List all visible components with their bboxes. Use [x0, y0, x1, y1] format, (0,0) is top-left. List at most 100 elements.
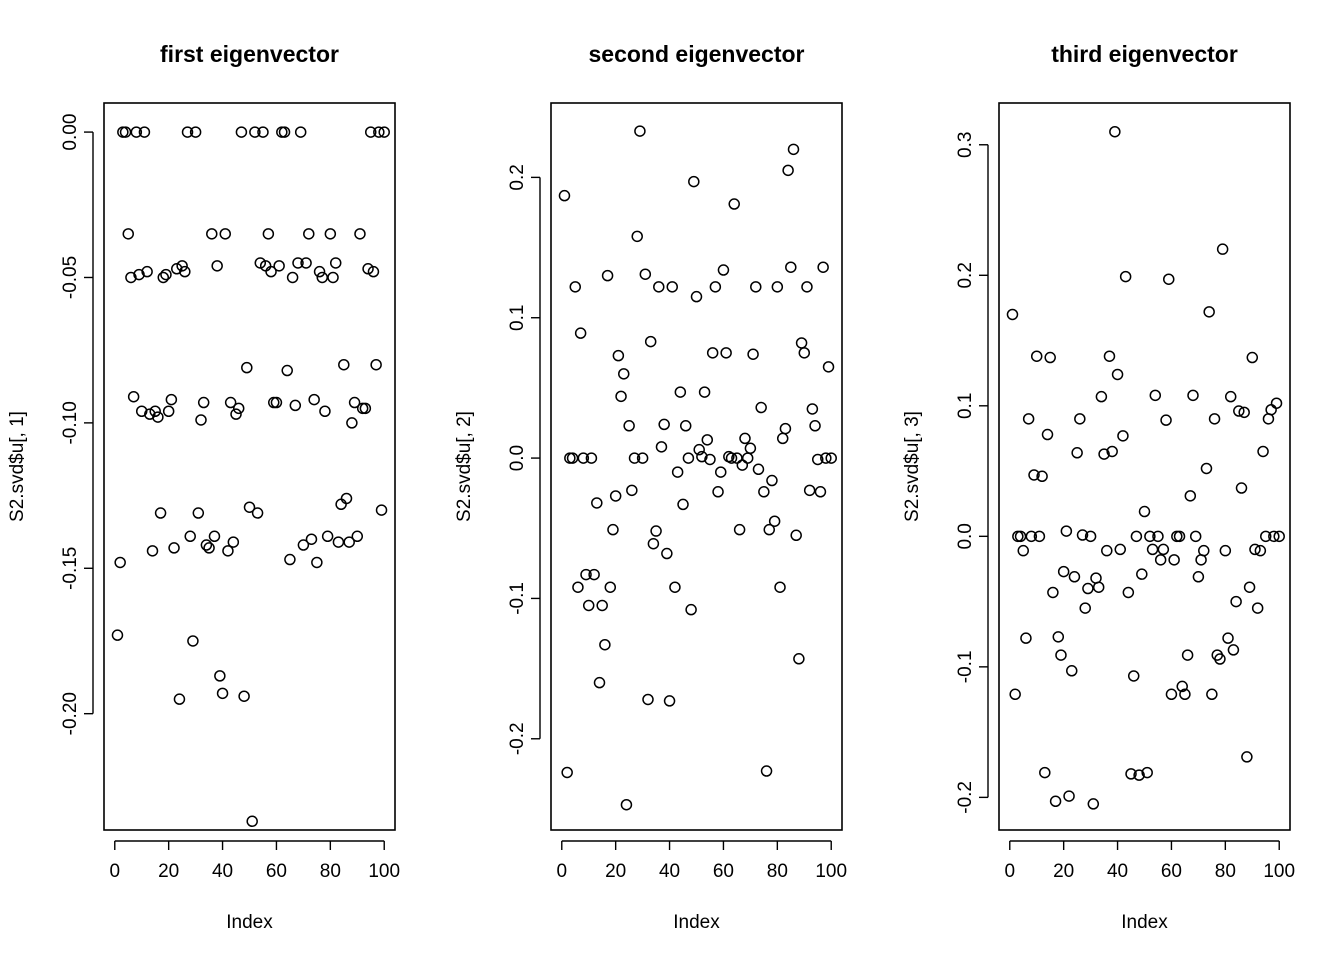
- x-tick-label: 80: [320, 861, 341, 882]
- data-point: [817, 261, 829, 273]
- data-point: [1136, 568, 1148, 580]
- y-tick-label: 0.2: [955, 262, 976, 288]
- data-point: [671, 466, 684, 478]
- data-point: [246, 815, 258, 828]
- data-point: [1208, 413, 1221, 425]
- data-point: [1084, 530, 1097, 543]
- data-point: [1041, 428, 1054, 441]
- y-axis-label: S2.svd$u[, 1]: [7, 411, 28, 522]
- data-point: [235, 126, 248, 138]
- data-point: [566, 452, 579, 464]
- data-point: [623, 420, 635, 432]
- data-point: [682, 452, 695, 464]
- data-point: [1133, 769, 1145, 781]
- data-point: [195, 414, 207, 426]
- data-point: [658, 418, 670, 431]
- data-point: [750, 281, 762, 293]
- x-tick-label: 20: [1053, 861, 1074, 882]
- data-point: [825, 452, 837, 464]
- data-point: [370, 358, 382, 371]
- data-point: [698, 386, 711, 398]
- data-point: [644, 335, 657, 348]
- data-point: [747, 348, 759, 360]
- data-point: [149, 405, 161, 417]
- data-point: [812, 453, 824, 466]
- data-point: [1095, 390, 1108, 403]
- data-point: [351, 530, 364, 543]
- data-point: [739, 432, 751, 445]
- data-point: [607, 523, 619, 536]
- data-point: [1071, 447, 1083, 459]
- data-point: [152, 411, 164, 423]
- x-axis-label: Index: [673, 912, 720, 933]
- data-point: [1273, 530, 1285, 543]
- data-point: [211, 260, 223, 272]
- data-point: [1017, 544, 1029, 557]
- data-point: [688, 175, 700, 188]
- data-point: [189, 126, 202, 138]
- data-point: [1068, 571, 1081, 583]
- data-point: [717, 264, 730, 276]
- data-point: [639, 268, 652, 280]
- data-point: [173, 693, 186, 705]
- data-point: [1203, 306, 1215, 318]
- data-point: [146, 545, 159, 557]
- data-point: [1146, 543, 1159, 556]
- data-point: [1092, 581, 1105, 593]
- data-point: [1214, 653, 1226, 665]
- data-point: [666, 281, 678, 293]
- data-point: [362, 263, 374, 275]
- y-tick-label: 0.1: [955, 393, 976, 419]
- data-point: [179, 265, 191, 278]
- data-point: [631, 230, 643, 243]
- data-point: [1025, 530, 1038, 543]
- data-point: [647, 537, 660, 550]
- x-tick-label: 0: [556, 861, 567, 882]
- data-point: [329, 257, 342, 269]
- data-point: [793, 653, 805, 665]
- data-point: [332, 536, 345, 548]
- data-point: [254, 257, 267, 269]
- x-tick-label: 100: [815, 861, 847, 882]
- data-point: [798, 347, 811, 359]
- data-point: [561, 766, 573, 779]
- data-point: [653, 281, 665, 293]
- data-point: [316, 271, 328, 284]
- data-point: [1049, 795, 1062, 808]
- plot-frame: [998, 102, 1291, 831]
- data-point: [365, 126, 377, 138]
- data-point: [1249, 543, 1261, 556]
- data-point: [1270, 397, 1283, 409]
- data-point: [367, 265, 380, 278]
- data-point: [144, 408, 156, 420]
- panel-title: second eigenvector: [588, 41, 804, 67]
- x-tick-label: 0: [109, 861, 120, 882]
- data-point: [1152, 530, 1164, 543]
- data-point: [1219, 544, 1232, 557]
- data-point: [1103, 350, 1116, 362]
- data-point: [774, 581, 786, 593]
- data-point: [300, 257, 312, 269]
- data-point: [1198, 544, 1210, 557]
- data-point: [768, 515, 781, 527]
- y-tick-label: -0.10: [60, 401, 81, 444]
- data-point: [1006, 308, 1019, 321]
- data-point: [1260, 530, 1272, 543]
- data-point: [1125, 768, 1137, 780]
- data-point: [165, 393, 178, 406]
- y-tick-label: -0.1: [507, 582, 528, 615]
- data-point: [208, 530, 221, 543]
- data-point: [157, 271, 170, 284]
- data-point: [1009, 688, 1021, 701]
- data-point: [224, 396, 237, 409]
- data-point: [1251, 602, 1264, 614]
- data-point: [200, 539, 213, 551]
- data-point: [585, 452, 598, 464]
- x-tick-label: 40: [212, 861, 233, 882]
- x-tick-label: 80: [1215, 861, 1236, 882]
- data-point: [712, 486, 724, 498]
- data-point: [135, 405, 148, 417]
- data-point: [1168, 554, 1180, 566]
- data-point: [1055, 649, 1067, 661]
